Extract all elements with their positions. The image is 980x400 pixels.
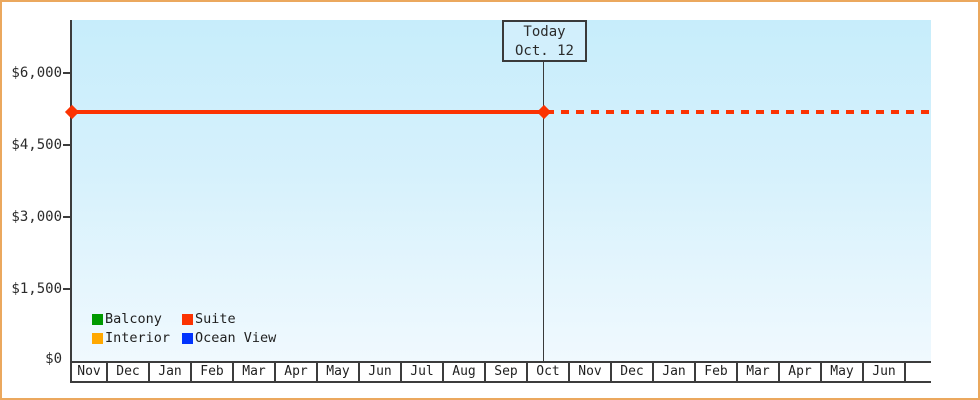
- y-tick-mark: [63, 144, 70, 146]
- today-annotation-box: Today Oct. 12: [502, 20, 587, 62]
- x-tick-month: Nov: [570, 363, 612, 381]
- y-tick-label: $1,500: [11, 281, 62, 297]
- legend-item-suite: Suite: [182, 312, 236, 327]
- legend-item-ocean-view: Ocean View: [182, 331, 276, 346]
- suite-price-line-dashed-projection: [546, 110, 931, 114]
- x-tick-month: Feb: [696, 363, 738, 381]
- x-tick-month: Jan: [150, 363, 192, 381]
- x-axis-month-band: Nov Dec Jan Feb Mar Apr May Jun Jul Aug …: [70, 361, 931, 383]
- x-tick-month: Dec: [612, 363, 654, 381]
- x-tick-month: Oct: [528, 363, 570, 381]
- legend-label: Ocean View: [195, 330, 277, 346]
- x-tick-month: Sep: [486, 363, 528, 381]
- x-tick-month: Apr: [780, 363, 822, 381]
- interior-color-swatch: [92, 333, 103, 344]
- x-tick-month: Aug: [444, 363, 486, 381]
- x-tick-month: Dec: [108, 363, 150, 381]
- y-tick-mark: [63, 288, 70, 290]
- x-tick-month: Jan: [654, 363, 696, 381]
- today-vertical-line: [543, 60, 544, 361]
- y-tick-label: $0: [45, 351, 62, 367]
- y-tick-mark: [63, 72, 70, 74]
- y-axis: [70, 20, 72, 363]
- x-tick-month: Jun: [360, 363, 402, 381]
- y-tick-mark: [63, 216, 70, 218]
- x-tick-month: Jul: [402, 363, 444, 381]
- x-tick-month: Jun: [864, 363, 906, 381]
- x-tick-month: May: [318, 363, 360, 381]
- legend-label: Interior: [105, 330, 171, 346]
- y-tick-label: $4,500: [11, 137, 62, 153]
- x-tick-month: Mar: [234, 363, 276, 381]
- legend-label: Balcony: [105, 311, 162, 327]
- legend-label: Suite: [195, 311, 236, 327]
- today-label: Today: [523, 24, 566, 40]
- legend-item-interior: Interior: [92, 331, 170, 346]
- legend-item-balcony: Balcony: [92, 312, 162, 327]
- x-tick-month-empty: [906, 363, 931, 381]
- ocean-view-color-swatch: [182, 333, 193, 344]
- suite-price-line-solid: [72, 110, 544, 114]
- y-tick-label: $6,000: [11, 65, 62, 81]
- x-tick-month: Nov: [72, 363, 108, 381]
- balcony-color-swatch: [92, 314, 103, 325]
- suite-color-swatch: [182, 314, 193, 325]
- plot-area: [72, 20, 931, 361]
- x-tick-month: Feb: [192, 363, 234, 381]
- today-date: Oct. 12: [514, 43, 574, 59]
- x-tick-month: May: [822, 363, 864, 381]
- x-tick-month: Mar: [738, 363, 780, 381]
- y-tick-label: $3,000: [11, 209, 62, 225]
- x-tick-month: Apr: [276, 363, 318, 381]
